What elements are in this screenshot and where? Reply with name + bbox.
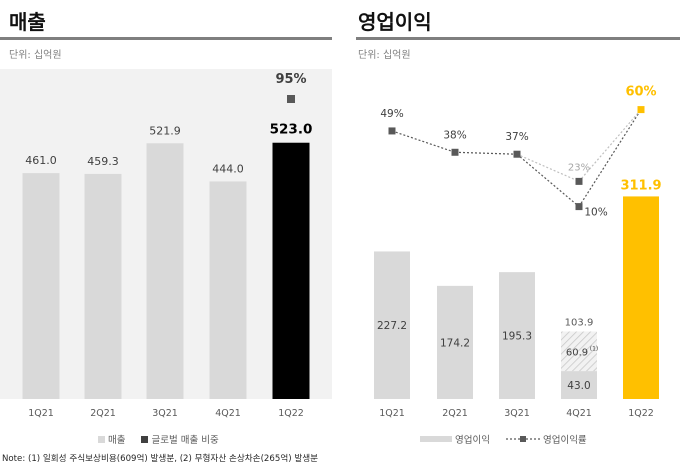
margin-marker bbox=[451, 148, 459, 156]
legend-label-margin: 영업이익률 bbox=[542, 435, 587, 446]
title-divider bbox=[0, 37, 332, 40]
x-tick-label: 4Q21 bbox=[566, 408, 592, 419]
operating-profit-legend: 영업이익 영업이익률 bbox=[420, 432, 597, 446]
footnote: Note: (1) 일회성 주식보상비용(609억) 발생분, (2) 무형자산… bbox=[2, 454, 319, 464]
revenue-bar bbox=[209, 181, 247, 399]
adjusted-margin-marker bbox=[575, 177, 583, 185]
x-tick-label: 4Q21 bbox=[215, 408, 241, 419]
adjusted-margin-line bbox=[516, 153, 580, 182]
one-off-label: 60.9 bbox=[566, 347, 588, 358]
x-tick-label: 1Q22 bbox=[628, 408, 654, 419]
adjusted-margin-label: 23% bbox=[568, 162, 590, 173]
operating-profit-data-label: 195.3 bbox=[502, 331, 532, 343]
legend-swatch-revenue bbox=[98, 435, 105, 443]
operating-profit-bar bbox=[561, 371, 597, 399]
global-share-label: 95% bbox=[275, 72, 306, 87]
revenue-bar bbox=[84, 173, 122, 399]
margin-marker bbox=[513, 150, 521, 158]
operating-profit-data-label: 311.9 bbox=[620, 178, 661, 193]
unit-label: 단위: 십억원 bbox=[358, 50, 411, 61]
operating-profit-data-label: 227.2 bbox=[377, 320, 407, 332]
margin-marker bbox=[388, 127, 396, 135]
revenue-data-label: 461.0 bbox=[25, 154, 57, 167]
revenue-panel: 매출 단위: 십억원 461.0 1Q21 459.3 2Q21 521.9 3Q21 44… bbox=[0, 0, 332, 460]
margin-label: 60% bbox=[625, 85, 656, 100]
revenue-bar bbox=[22, 173, 60, 399]
revenue-data-label: 459.3 bbox=[87, 155, 119, 168]
revenue-bar bbox=[272, 142, 310, 400]
one-off-segment bbox=[561, 331, 597, 372]
revenue-data-label: 523.0 bbox=[270, 122, 313, 138]
title-divider bbox=[356, 37, 680, 40]
revenue-data-label: 521.9 bbox=[149, 124, 181, 137]
operating-profit-bar bbox=[437, 285, 473, 399]
x-tick-label: 2Q21 bbox=[90, 408, 116, 419]
revenue-chart-title: 매출 bbox=[9, 10, 46, 34]
operating-profit-panel: 영업이익 단위: 십억원 227.2 1Q21 174.2 2Q21 195.3 3Q21… bbox=[356, 0, 680, 460]
x-tick-label: 3Q21 bbox=[152, 408, 178, 419]
margin-marker bbox=[575, 203, 583, 211]
revenue-data-label: 444.0 bbox=[212, 162, 244, 175]
operating-profit-bar bbox=[374, 251, 410, 399]
legend-label-global-share: 글로벌 매출 비중 bbox=[151, 435, 219, 446]
one-off-note: (1) bbox=[590, 345, 599, 352]
revenue-legend: 매출 글로벌 매출 비중 bbox=[98, 432, 229, 446]
operating-profit-chart: 227.2 1Q21 174.2 2Q21 195.3 3Q21 43.0 4Q21 311.9… bbox=[374, 85, 662, 419]
x-tick-label: 1Q21 bbox=[379, 408, 405, 419]
legend-swatch-operating-profit bbox=[420, 436, 452, 442]
operating-profit-data-label: 174.2 bbox=[440, 337, 470, 349]
operating-profit-bar bbox=[623, 196, 659, 399]
x-tick-label: 2Q21 bbox=[442, 408, 468, 419]
margin-marker bbox=[637, 106, 645, 114]
operating-profit-data-label: 43.0 bbox=[567, 380, 590, 392]
global-share-marker bbox=[287, 95, 295, 103]
margin-line-segment bbox=[391, 130, 456, 153]
x-tick-label: 1Q22 bbox=[278, 408, 304, 419]
margin-label: 37% bbox=[505, 131, 528, 143]
x-tick-label: 3Q21 bbox=[504, 408, 530, 419]
margin-line-segment bbox=[516, 153, 580, 208]
operating-profit-bar bbox=[499, 272, 535, 399]
margin-line-segment bbox=[454, 151, 518, 155]
margin-label: 49% bbox=[380, 108, 403, 120]
revenue-chart: 461.0 1Q21 459.3 2Q21 521.9 3Q21 444.0 4Q21 523.… bbox=[22, 72, 313, 419]
legend-label-operating-profit: 영업이익 bbox=[455, 435, 490, 446]
stacked-total-label: 103.9 bbox=[565, 318, 594, 329]
unit-label: 단위: 십억원 bbox=[9, 50, 62, 61]
margin-label: 10% bbox=[584, 207, 607, 219]
legend-item-global-share: 글로벌 매출 비중 bbox=[141, 432, 219, 446]
legend-item-operating-profit: 영업이익 bbox=[420, 432, 490, 446]
legend-swatch-margin bbox=[505, 436, 540, 442]
revenue-bar bbox=[146, 143, 184, 399]
x-tick-label: 1Q21 bbox=[28, 408, 54, 419]
legend-label-revenue: 매출 bbox=[108, 435, 126, 446]
legend-item-revenue: 매출 bbox=[98, 432, 125, 446]
operating-profit-chart-title: 영업이익 bbox=[358, 10, 432, 34]
margin-label: 38% bbox=[443, 129, 466, 141]
legend-swatch-global-share bbox=[141, 435, 149, 443]
margin-line-segment bbox=[578, 109, 642, 207]
legend-item-margin: 영업이익률 bbox=[505, 432, 587, 446]
